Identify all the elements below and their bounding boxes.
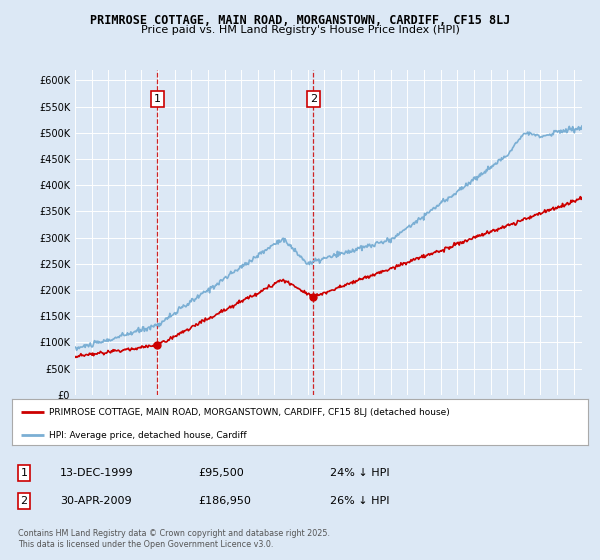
Text: 1: 1	[154, 94, 161, 104]
Text: 13-DEC-1999: 13-DEC-1999	[60, 468, 134, 478]
Text: HPI: Average price, detached house, Cardiff: HPI: Average price, detached house, Card…	[49, 431, 247, 440]
Text: PRIMROSE COTTAGE, MAIN ROAD, MORGANSTOWN, CARDIFF, CF15 8LJ: PRIMROSE COTTAGE, MAIN ROAD, MORGANSTOWN…	[90, 14, 510, 27]
Text: Price paid vs. HM Land Registry's House Price Index (HPI): Price paid vs. HM Land Registry's House …	[140, 25, 460, 35]
Text: Contains HM Land Registry data © Crown copyright and database right 2025.
This d: Contains HM Land Registry data © Crown c…	[18, 529, 330, 549]
Text: 1: 1	[20, 468, 28, 478]
Text: 2: 2	[310, 94, 317, 104]
Text: £95,500: £95,500	[198, 468, 244, 478]
Text: PRIMROSE COTTAGE, MAIN ROAD, MORGANSTOWN, CARDIFF, CF15 8LJ (detached house): PRIMROSE COTTAGE, MAIN ROAD, MORGANSTOWN…	[49, 408, 450, 417]
Text: 30-APR-2009: 30-APR-2009	[60, 496, 131, 506]
Text: £186,950: £186,950	[198, 496, 251, 506]
Text: 24% ↓ HPI: 24% ↓ HPI	[330, 468, 389, 478]
Text: 26% ↓ HPI: 26% ↓ HPI	[330, 496, 389, 506]
Text: 2: 2	[20, 496, 28, 506]
